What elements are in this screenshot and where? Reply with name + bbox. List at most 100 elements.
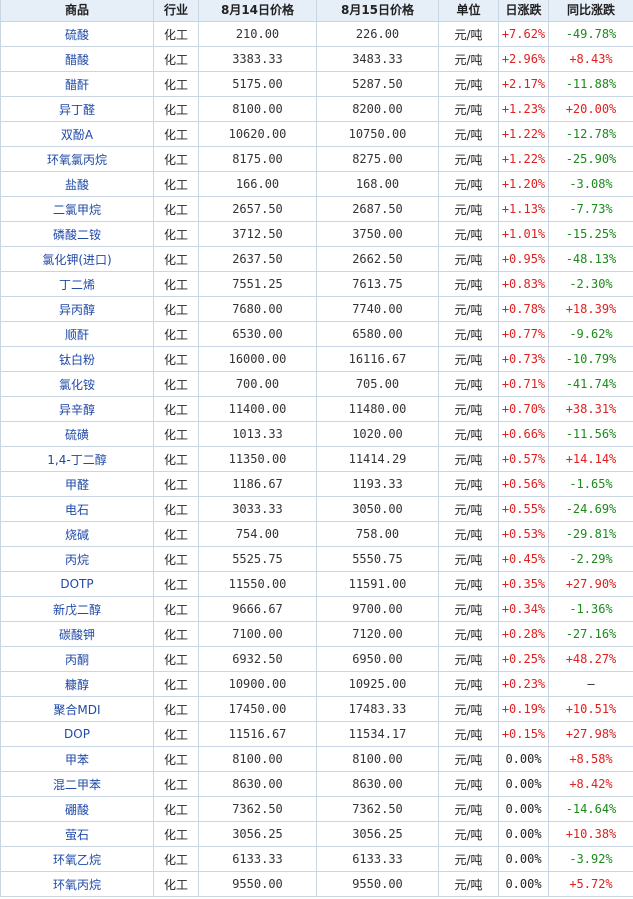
- price-aug15-cell: 9700.00: [316, 596, 439, 622]
- yoy-change-cell: -25.90%: [548, 146, 633, 172]
- price-aug15-cell: 705.00: [316, 371, 439, 397]
- header-industry[interactable]: 行业: [153, 0, 199, 22]
- price-aug15-cell: 16116.67: [316, 346, 439, 372]
- yoy-change-cell: +5.72%: [548, 871, 633, 897]
- table-row: 混二甲苯 化工 8630.00 8630.00 元/吨 0.00% +8.42%: [0, 771, 633, 797]
- price-aug15-cell: 1193.33: [316, 471, 439, 497]
- unit-cell: 元/吨: [438, 21, 499, 47]
- price-aug14-cell: 754.00: [198, 521, 317, 547]
- industry-cell: 化工: [153, 796, 199, 822]
- header-price-aug14[interactable]: 8月14日价格: [198, 0, 317, 22]
- commodity-name-link[interactable]: 双酚A: [0, 121, 154, 147]
- commodity-name-link[interactable]: 异丙醇: [0, 296, 154, 322]
- unit-cell: 元/吨: [438, 421, 499, 447]
- unit-cell: 元/吨: [438, 196, 499, 222]
- commodity-name-link[interactable]: 硫酸: [0, 21, 154, 47]
- price-aug14-cell: 3383.33: [198, 46, 317, 72]
- price-aug14-cell: 5525.75: [198, 546, 317, 572]
- commodity-name-link[interactable]: 二氯甲烷: [0, 196, 154, 222]
- header-price-aug15[interactable]: 8月15日价格: [316, 0, 439, 22]
- commodity-name-link[interactable]: 环氧丙烷: [0, 871, 154, 897]
- daily-change-cell: +1.22%: [498, 146, 549, 172]
- commodity-name-link[interactable]: 醋酸: [0, 46, 154, 72]
- commodity-name-link[interactable]: 氯化钾(进口): [0, 246, 154, 272]
- header-yoy-change[interactable]: 同比涨跌: [548, 0, 633, 22]
- daily-change-cell: +0.71%: [498, 371, 549, 397]
- daily-change-cell: +1.22%: [498, 121, 549, 147]
- commodity-name-link[interactable]: 环氧氯丙烷: [0, 146, 154, 172]
- commodity-name-link[interactable]: 丁二烯: [0, 271, 154, 297]
- daily-change-cell: +0.19%: [498, 696, 549, 722]
- daily-change-cell: +0.70%: [498, 396, 549, 422]
- table-row: 糠醇 化工 10900.00 10925.00 元/吨 +0.23% —: [0, 671, 633, 697]
- unit-cell: 元/吨: [438, 821, 499, 847]
- commodity-name-link[interactable]: 异丁醛: [0, 96, 154, 122]
- table-row: 顺酐 化工 6530.00 6580.00 元/吨 +0.77% -9.62%: [0, 321, 633, 347]
- unit-cell: 元/吨: [438, 371, 499, 397]
- price-aug14-cell: 11350.00: [198, 446, 317, 472]
- commodity-name-link[interactable]: 新戊二醇: [0, 596, 154, 622]
- price-aug15-cell: 6950.00: [316, 646, 439, 672]
- price-aug15-cell: 1020.00: [316, 421, 439, 447]
- daily-change-cell: 0.00%: [498, 796, 549, 822]
- industry-cell: 化工: [153, 521, 199, 547]
- daily-change-cell: +0.83%: [498, 271, 549, 297]
- commodity-name-link[interactable]: 环氧乙烷: [0, 846, 154, 872]
- commodity-name-link[interactable]: 甲苯: [0, 746, 154, 772]
- yoy-change-cell: -49.78%: [548, 21, 633, 47]
- commodity-name-link[interactable]: 电石: [0, 496, 154, 522]
- table-row: 1,4-丁二醇 化工 11350.00 11414.29 元/吨 +0.57% +14.14…: [0, 446, 633, 472]
- commodity-name-link[interactable]: 异辛醇: [0, 396, 154, 422]
- table-row: 甲苯 化工 8100.00 8100.00 元/吨 0.00% +8.58%: [0, 746, 633, 772]
- daily-change-cell: 0.00%: [498, 771, 549, 797]
- commodity-name-link[interactable]: 糠醇: [0, 671, 154, 697]
- commodity-name-link[interactable]: 硼酸: [0, 796, 154, 822]
- price-aug14-cell: 6133.33: [198, 846, 317, 872]
- commodity-name-link[interactable]: 碳酸钾: [0, 621, 154, 647]
- unit-cell: 元/吨: [438, 546, 499, 572]
- commodity-name-link[interactable]: 聚合MDI: [0, 696, 154, 722]
- commodity-name-link[interactable]: 氯化铵: [0, 371, 154, 397]
- commodity-name-link[interactable]: 顺酐: [0, 321, 154, 347]
- commodity-name-link[interactable]: 丙酮: [0, 646, 154, 672]
- commodity-name-link[interactable]: DOTP: [0, 571, 154, 597]
- commodity-name-link[interactable]: 1,4-丁二醇: [0, 446, 154, 472]
- commodity-name-link[interactable]: 钛白粉: [0, 346, 154, 372]
- table-row: 丙酮 化工 6932.50 6950.00 元/吨 +0.25% +48.27%: [0, 646, 633, 672]
- header-unit[interactable]: 单位: [438, 0, 499, 22]
- yoy-change-cell: -27.16%: [548, 621, 633, 647]
- price-aug14-cell: 2657.50: [198, 196, 317, 222]
- table-row: 甲醛 化工 1186.67 1193.33 元/吨 +0.56% -1.65%: [0, 471, 633, 497]
- price-aug15-cell: 9550.00: [316, 871, 439, 897]
- commodity-name-link[interactable]: 硫磺: [0, 421, 154, 447]
- commodity-name-link[interactable]: 盐酸: [0, 171, 154, 197]
- commodity-name-link[interactable]: 烧碱: [0, 521, 154, 547]
- price-aug14-cell: 8175.00: [198, 146, 317, 172]
- daily-change-cell: +2.96%: [498, 46, 549, 72]
- yoy-change-cell: -2.30%: [548, 271, 633, 297]
- price-aug14-cell: 11516.67: [198, 721, 317, 747]
- industry-cell: 化工: [153, 846, 199, 872]
- industry-cell: 化工: [153, 296, 199, 322]
- industry-cell: 化工: [153, 621, 199, 647]
- daily-change-cell: 0.00%: [498, 846, 549, 872]
- yoy-change-cell: -3.92%: [548, 846, 633, 872]
- price-aug15-cell: 6133.33: [316, 846, 439, 872]
- commodity-name-link[interactable]: 磷酸二铵: [0, 221, 154, 247]
- table-row: 丁二烯 化工 7551.25 7613.75 元/吨 +0.83% -2.30%: [0, 271, 633, 297]
- table-row: 醋酸 化工 3383.33 3483.33 元/吨 +2.96% +8.43%: [0, 46, 633, 72]
- price-aug15-cell: 8100.00: [316, 746, 439, 772]
- daily-change-cell: +0.28%: [498, 621, 549, 647]
- commodity-name-link[interactable]: 甲醛: [0, 471, 154, 497]
- price-aug14-cell: 9666.67: [198, 596, 317, 622]
- yoy-change-cell: +48.27%: [548, 646, 633, 672]
- commodity-name-link[interactable]: 醋酐: [0, 71, 154, 97]
- commodity-name-link[interactable]: 萤石: [0, 821, 154, 847]
- commodity-name-link[interactable]: 丙烷: [0, 546, 154, 572]
- commodity-name-link[interactable]: 混二甲苯: [0, 771, 154, 797]
- commodity-name-link[interactable]: DOP: [0, 721, 154, 747]
- header-daily-change[interactable]: 日涨跌: [498, 0, 549, 22]
- price-aug14-cell: 10620.00: [198, 121, 317, 147]
- yoy-change-cell: +8.58%: [548, 746, 633, 772]
- header-commodity[interactable]: 商品: [0, 0, 154, 22]
